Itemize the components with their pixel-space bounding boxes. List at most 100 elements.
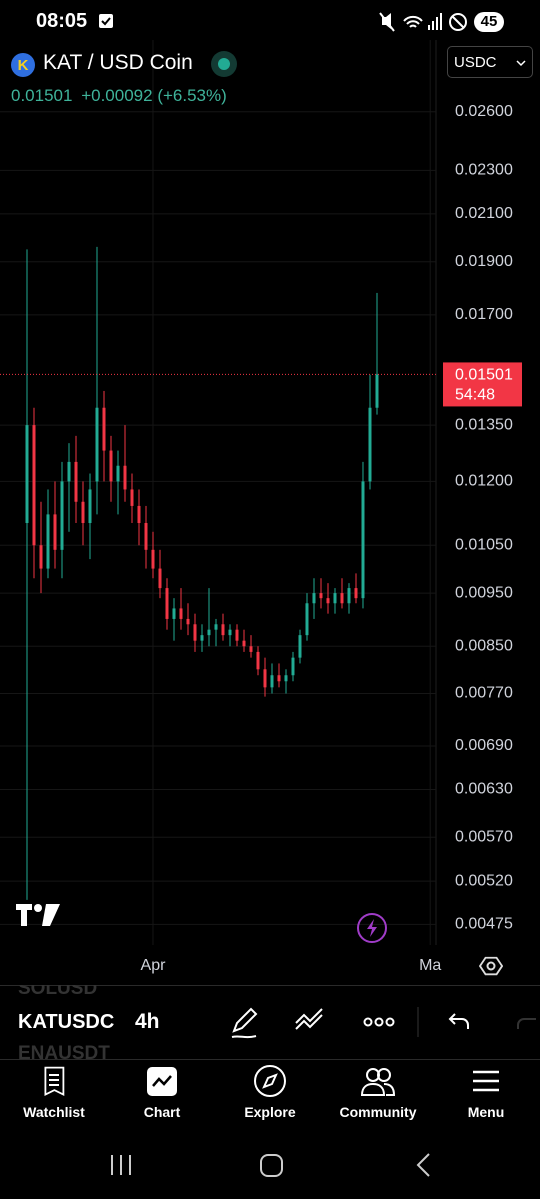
divider <box>0 985 540 986</box>
countdown: 54:48 <box>455 387 495 404</box>
candle-body <box>116 465 120 482</box>
nav-label: Watchlist <box>23 1104 85 1120</box>
candle-body <box>130 489 134 506</box>
y-tick-label: 0.00950 <box>455 584 513 601</box>
candle-body <box>172 608 176 619</box>
candle-body <box>46 514 50 569</box>
nav-label: Chart <box>143 1104 181 1120</box>
nav-label: Community <box>339 1104 417 1120</box>
y-tick-label: 0.00570 <box>455 829 513 846</box>
candle-body <box>144 523 148 550</box>
candle-body <box>25 425 29 524</box>
nav-menu[interactable]: Menu <box>432 1064 540 1120</box>
candle-body <box>228 629 232 636</box>
candle-body <box>137 505 141 524</box>
candle-body <box>347 588 351 604</box>
symbol-picker[interactable]: SOLUSD KATUSDC ENAUSDT <box>18 985 118 1059</box>
icon <box>473 1070 499 1092</box>
candle-body <box>249 646 253 652</box>
currency-select[interactable]: USDC <box>447 46 533 78</box>
candle-body <box>123 465 127 490</box>
candle-body <box>88 489 92 524</box>
recent-apps[interactable] <box>111 1155 131 1175</box>
home[interactable] <box>260 1154 283 1177</box>
nav-label: Menu <box>467 1104 505 1120</box>
currency: USDC <box>454 54 497 71</box>
back[interactable] <box>416 1153 430 1177</box>
candle-body <box>109 450 113 482</box>
candle-body <box>326 598 330 604</box>
symbol-title[interactable]: KAT / USD Coin <box>43 51 193 74</box>
last-price-tag <box>443 362 522 407</box>
divider <box>0 1059 540 1060</box>
icon <box>44 1066 65 1097</box>
y-tick-label: 0.02300 <box>455 162 513 179</box>
symbol-option[interactable]: SOLUSD <box>18 985 98 999</box>
candle-body <box>298 635 302 658</box>
icon <box>360 1068 396 1096</box>
candle-body <box>151 549 155 569</box>
system-nav <box>111 1153 430 1177</box>
last-price-label: 0.01501 <box>455 367 513 384</box>
candle-body <box>291 657 295 676</box>
coin-logo: K <box>11 53 35 77</box>
candle-body <box>368 407 372 482</box>
candle-body <box>305 603 309 636</box>
y-tick-label: 0.01200 <box>455 473 513 490</box>
chevron <box>516 60 526 67</box>
x-tick-label: Apr <box>141 957 167 974</box>
candle-body <box>256 651 260 670</box>
battery: 45 <box>474 12 504 32</box>
tv-logo <box>16 904 60 926</box>
y-tick-label: 0.00850 <box>455 637 513 654</box>
chart: 0.02600 0.02300 0.02100 0.01900 0.01700 0.013… <box>0 40 522 975</box>
price-change: +0.00092 <box>81 86 153 105</box>
price-line: 0.01501 +0.00092 (+6.53%) <box>11 86 227 106</box>
candle-body <box>200 635 204 641</box>
candle-body <box>179 608 183 619</box>
flash-button[interactable] <box>356 912 388 944</box>
undo[interactable] <box>448 1013 469 1029</box>
y-tick-label: 0.00475 <box>455 916 513 933</box>
candle-body <box>67 461 71 482</box>
candle-body <box>270 675 274 688</box>
y-tick-label: 0.00690 <box>455 737 513 754</box>
redo[interactable] <box>517 1018 536 1029</box>
candle-body <box>242 640 246 647</box>
y-tick-label: 0.02600 <box>455 103 513 120</box>
candle-body <box>361 481 365 599</box>
candle-body <box>186 618 190 625</box>
candle-body <box>53 514 57 550</box>
y-tick-label: 0.00770 <box>455 685 513 702</box>
candle-body <box>207 629 211 636</box>
market-status <box>211 51 237 77</box>
candle-body <box>158 568 162 589</box>
interval[interactable]: 4h <box>135 1010 160 1033</box>
symbol-option[interactable]: ENAUSDT <box>18 1043 110 1059</box>
candle-body <box>102 407 106 451</box>
nav-watchlist[interactable]: Watchlist <box>0 1064 108 1120</box>
status-icon <box>99 14 113 28</box>
y-tick-label: 0.01350 <box>455 416 513 433</box>
nav-explore[interactable]: Explore <box>216 1064 324 1120</box>
symbol-current[interactable]: KATUSDC <box>18 1011 115 1033</box>
candle-body <box>60 481 64 550</box>
nav-chart[interactable]: Chart <box>108 1064 216 1120</box>
candle-body <box>284 675 288 682</box>
clock: 08:05 <box>36 10 88 32</box>
icon <box>147 1067 177 1096</box>
indicator-tool[interactable] <box>295 1008 323 1030</box>
candle-body <box>235 629 239 641</box>
y-tick-label: 0.00630 <box>455 781 513 798</box>
candle-body <box>39 545 43 569</box>
candle-body <box>375 374 379 408</box>
candle-body <box>340 593 344 604</box>
nav-label: Explore <box>244 1104 296 1120</box>
candle-body <box>354 588 358 599</box>
nav-community[interactable]: Community <box>324 1064 432 1120</box>
draw-tool[interactable] <box>231 1007 258 1039</box>
more-tool[interactable] <box>363 1017 395 1027</box>
candle-body <box>312 593 316 604</box>
settings-button[interactable] <box>479 954 503 978</box>
